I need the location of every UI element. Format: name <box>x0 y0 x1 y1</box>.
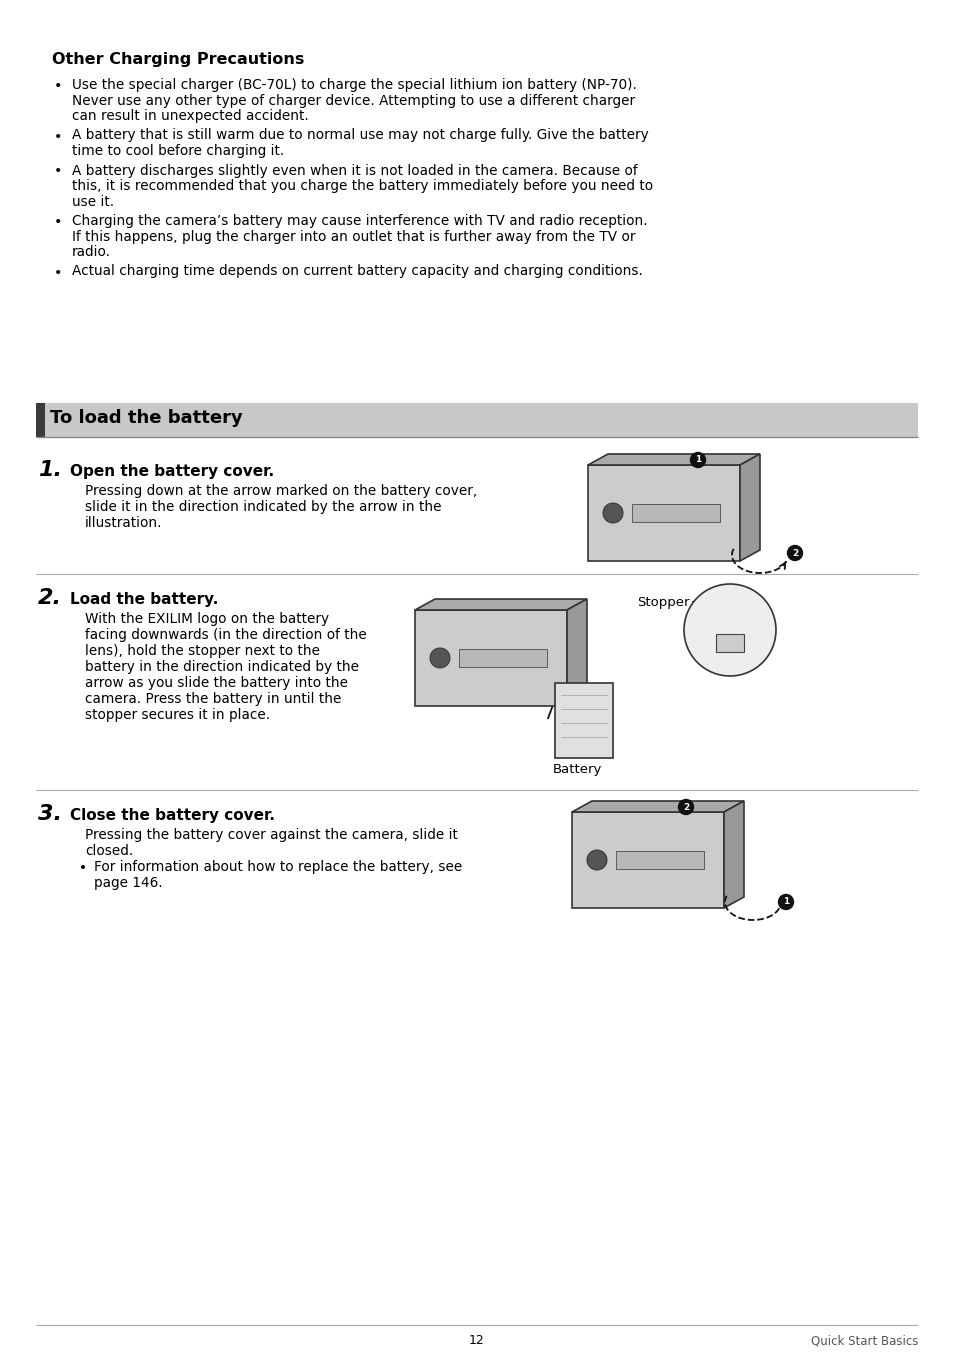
Text: For information about how to replace the battery, see: For information about how to replace the… <box>94 860 462 874</box>
FancyBboxPatch shape <box>555 683 613 759</box>
Text: battery in the direction indicated by the: battery in the direction indicated by th… <box>85 660 358 674</box>
Text: Use the special charger (BC-70L) to charge the special lithium ion battery (NP-7: Use the special charger (BC-70L) to char… <box>71 77 637 92</box>
Circle shape <box>602 503 622 522</box>
FancyBboxPatch shape <box>616 851 703 868</box>
Text: Actual charging time depends on current battery capacity and charging conditions: Actual charging time depends on current … <box>71 265 642 278</box>
Polygon shape <box>587 465 740 560</box>
Polygon shape <box>566 598 586 706</box>
Polygon shape <box>415 598 586 611</box>
Text: this, it is recommended that you charge the battery immediately before you need : this, it is recommended that you charge … <box>71 179 653 193</box>
FancyBboxPatch shape <box>36 403 45 437</box>
Text: radio.: radio. <box>71 246 111 259</box>
Text: To load the battery: To load the battery <box>50 408 242 427</box>
Text: Other Charging Precautions: Other Charging Precautions <box>52 52 304 66</box>
FancyBboxPatch shape <box>36 403 917 437</box>
FancyBboxPatch shape <box>716 634 743 651</box>
Text: A battery that is still warm due to normal use may not charge fully. Give the ba: A battery that is still warm due to norm… <box>71 129 648 142</box>
Text: Never use any other type of charger device. Attempting to use a different charge: Never use any other type of charger devi… <box>71 94 635 107</box>
Text: •: • <box>54 79 62 94</box>
Text: 1.: 1. <box>38 460 62 480</box>
Text: 2: 2 <box>682 802 688 811</box>
FancyBboxPatch shape <box>458 649 546 668</box>
Text: closed.: closed. <box>85 844 133 858</box>
Text: lens), hold the stopper next to the: lens), hold the stopper next to the <box>85 645 319 658</box>
Polygon shape <box>587 455 760 465</box>
Text: 1: 1 <box>694 456 700 464</box>
Circle shape <box>678 799 693 814</box>
Text: slide it in the direction indicated by the arrow in the: slide it in the direction indicated by t… <box>85 499 441 514</box>
Text: illustration.: illustration. <box>85 516 162 531</box>
Polygon shape <box>415 611 566 706</box>
Text: use it.: use it. <box>71 194 114 209</box>
Text: Pressing the battery cover against the camera, slide it: Pressing the battery cover against the c… <box>85 828 457 841</box>
Polygon shape <box>572 811 723 908</box>
Circle shape <box>586 849 606 870</box>
Text: 12: 12 <box>469 1334 484 1348</box>
Text: Battery: Battery <box>553 763 601 776</box>
Circle shape <box>786 546 801 560</box>
Text: Charging the camera’s battery may cause interference with TV and radio reception: Charging the camera’s battery may cause … <box>71 214 647 228</box>
Text: If this happens, plug the charger into an outlet that is further away from the T: If this happens, plug the charger into a… <box>71 229 635 243</box>
Text: •: • <box>54 164 62 179</box>
Text: Load the battery.: Load the battery. <box>70 592 218 607</box>
Text: Pressing down at the arrow marked on the battery cover,: Pressing down at the arrow marked on the… <box>85 484 477 498</box>
Text: Stopper: Stopper <box>637 596 689 609</box>
FancyBboxPatch shape <box>631 503 720 522</box>
Text: time to cool before charging it.: time to cool before charging it. <box>71 144 284 157</box>
Polygon shape <box>572 801 743 811</box>
Text: 2: 2 <box>791 548 798 558</box>
Text: A battery discharges slightly even when it is not loaded in the camera. Because : A battery discharges slightly even when … <box>71 163 637 178</box>
Text: Open the battery cover.: Open the battery cover. <box>70 464 274 479</box>
Text: camera. Press the battery in until the: camera. Press the battery in until the <box>85 692 341 706</box>
Text: arrow as you slide the battery into the: arrow as you slide the battery into the <box>85 676 348 689</box>
Text: •: • <box>54 129 62 144</box>
Text: •: • <box>79 860 87 875</box>
Polygon shape <box>723 801 743 908</box>
Circle shape <box>683 584 775 676</box>
Text: •: • <box>54 266 62 280</box>
Circle shape <box>430 649 450 668</box>
Text: 2.: 2. <box>38 588 62 608</box>
Text: •: • <box>54 214 62 229</box>
Text: 3.: 3. <box>38 803 62 824</box>
Polygon shape <box>740 455 760 560</box>
Text: Close the battery cover.: Close the battery cover. <box>70 807 274 822</box>
Text: Quick Start Basics: Quick Start Basics <box>810 1334 917 1348</box>
Text: can result in unexpected accident.: can result in unexpected accident. <box>71 109 309 123</box>
Text: page 146.: page 146. <box>94 877 162 890</box>
Text: facing downwards (in the direction of the: facing downwards (in the direction of th… <box>85 628 366 642</box>
Text: stopper secures it in place.: stopper secures it in place. <box>85 708 270 722</box>
Text: 1: 1 <box>782 897 788 906</box>
Text: With the EXILIM logo on the battery: With the EXILIM logo on the battery <box>85 612 329 626</box>
Circle shape <box>778 894 793 909</box>
Circle shape <box>690 452 705 468</box>
